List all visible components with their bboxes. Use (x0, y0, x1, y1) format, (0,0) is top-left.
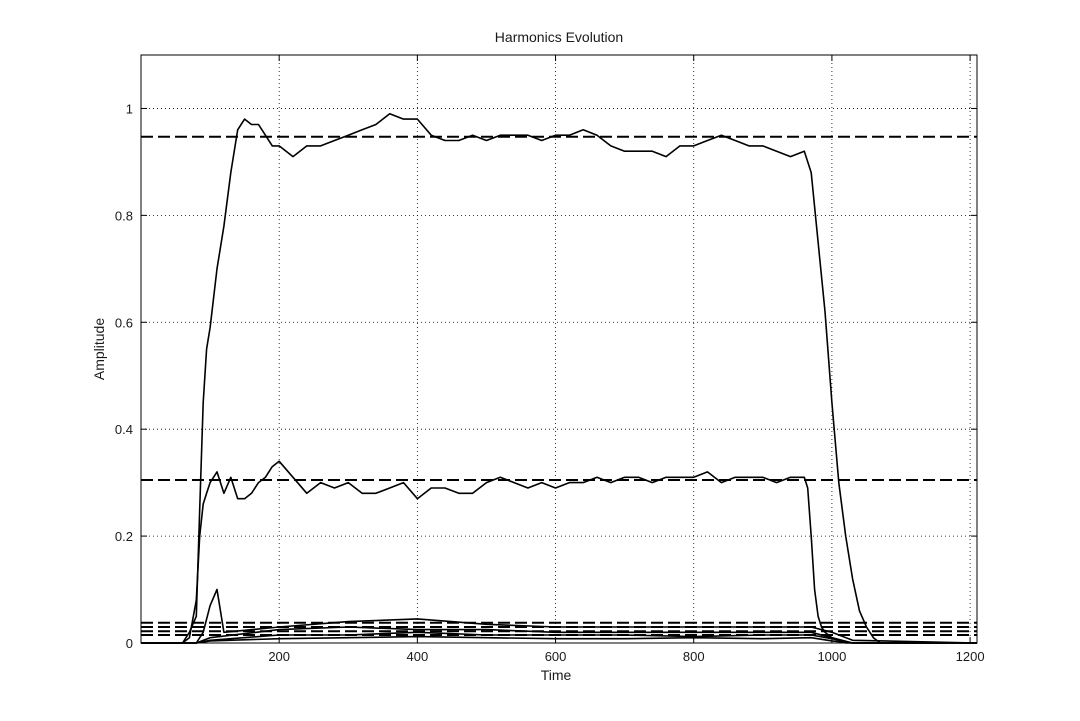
chart-title: Harmonics Evolution (495, 29, 623, 45)
harmonic-line-8 (141, 588, 978, 644)
harmonic-line-0 (141, 113, 977, 644)
y-tick-label: 0 (126, 636, 133, 651)
x-tick-label: 1000 (817, 649, 846, 664)
harmonic-line-1 (141, 460, 977, 644)
y-tick-label: 0.4 (115, 422, 133, 437)
plot-frame (140, 54, 978, 644)
axis-ticks: 200 400 600 800 1000 1200 0 0.2 0.4 0.6 0.8 1 (115, 55, 985, 664)
x-tick-label: 800 (683, 649, 705, 664)
harmonic-line-10 (141, 631, 977, 644)
y-tick-label: 0.2 (115, 529, 133, 544)
y-tick-label: 1 (126, 101, 133, 116)
y-tick-label: 0.8 (115, 208, 133, 223)
y-tick-label: 0.6 (115, 315, 133, 330)
x-tick-label: 1200 (956, 649, 985, 664)
grid-lines (141, 55, 977, 643)
plot-background (141, 55, 977, 643)
x-tick-label: 600 (545, 649, 567, 664)
y-axis-label: Amplitude (91, 318, 107, 380)
x-axis-label: Time (541, 667, 572, 683)
harmonic-line-9 (141, 626, 977, 644)
x-tick-label: 400 (407, 649, 429, 664)
x-tick-label: 200 (268, 649, 290, 664)
